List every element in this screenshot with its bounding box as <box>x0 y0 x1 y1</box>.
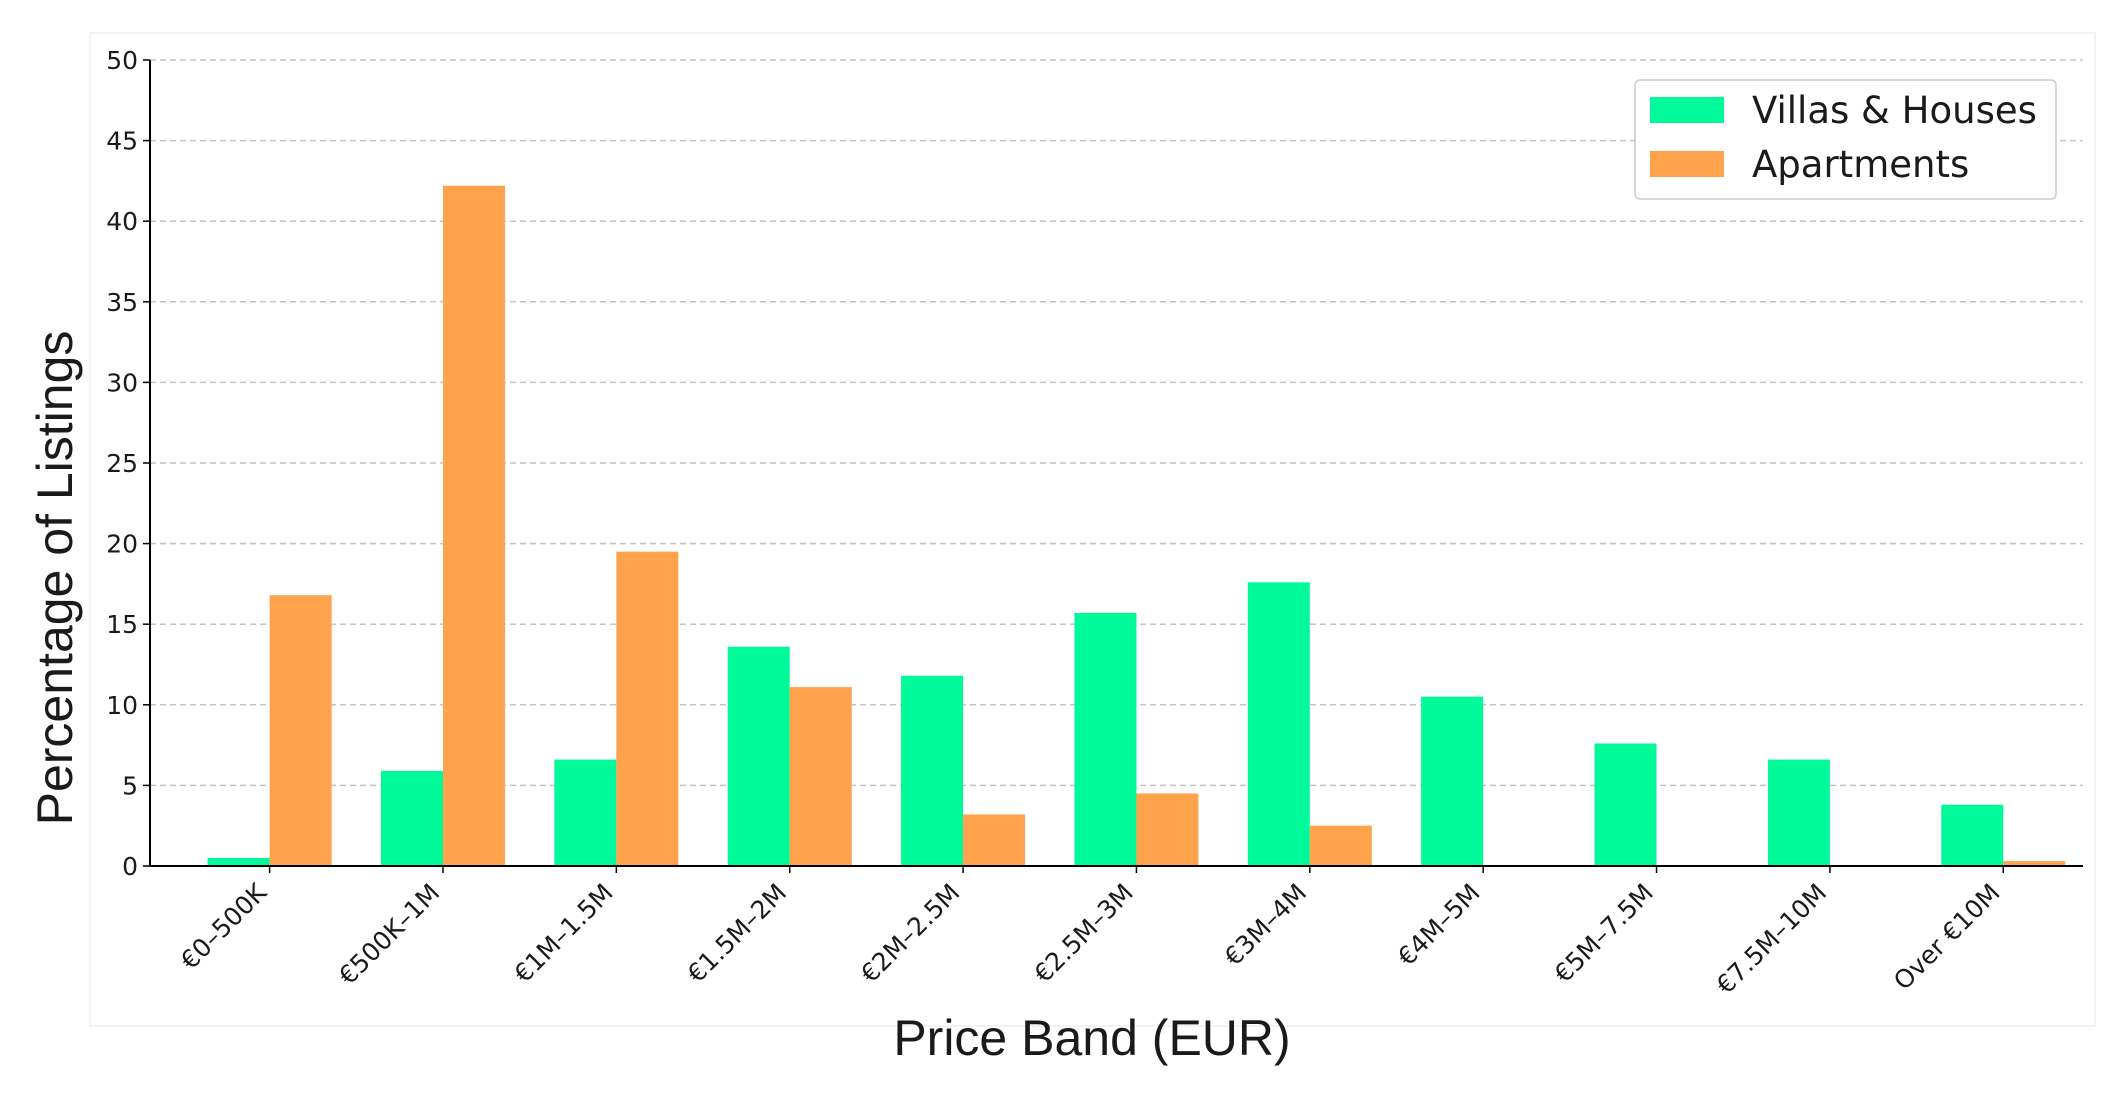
legend: Villas & Houses Apartments <box>1634 79 2057 200</box>
bar-apartments <box>963 814 1026 866</box>
bar-villas-houses <box>901 675 964 866</box>
bar-apartments <box>1136 793 1199 866</box>
bar-villas-houses <box>1594 743 1657 866</box>
y-axis-title: Percentage of Listings <box>27 331 83 826</box>
bar-villas-houses <box>727 646 790 866</box>
x-axis-title: Price Band (EUR) <box>893 1010 1290 1066</box>
legend-swatch <box>1650 151 1724 177</box>
y-tick-label: 10 <box>106 691 138 720</box>
bar-apartments <box>789 687 852 866</box>
y-tick-label: 30 <box>106 368 138 397</box>
bar-villas-houses <box>380 770 443 866</box>
bar-villas-houses <box>207 857 270 866</box>
bar-villas-houses <box>1421 696 1484 866</box>
legend-label: Villas & Houses <box>1752 89 2037 132</box>
bar-villas-houses <box>554 759 617 866</box>
y-tick-label: 45 <box>106 127 138 156</box>
bar-villas-houses <box>1247 582 1310 866</box>
bar-apartments <box>442 185 505 867</box>
bar-apartments <box>269 595 332 866</box>
bar-villas-houses <box>1074 612 1137 866</box>
y-tick-label: 40 <box>106 207 138 236</box>
bar-villas-houses <box>1767 759 1830 866</box>
legend-box <box>1634 79 2057 200</box>
legend-swatch <box>1650 97 1724 123</box>
bar-apartments <box>2003 861 2066 866</box>
y-tick-label: 5 <box>122 771 138 800</box>
y-tick-label: 15 <box>106 610 138 639</box>
y-tick-label: 20 <box>106 530 138 559</box>
y-tick-label: 25 <box>106 449 138 478</box>
bar-apartments <box>1309 825 1372 866</box>
bars <box>207 185 2066 867</box>
bar-apartments <box>616 551 679 866</box>
legend-label: Apartments <box>1752 143 1969 186</box>
bar-villas-houses <box>1941 804 2004 866</box>
y-tick-label: 0 <box>122 852 138 881</box>
y-tick-label: 50 <box>106 46 138 75</box>
y-tick-label: 35 <box>106 288 138 317</box>
y-axis-ticks: 0 5 10 15 20 25 30 35 40 45 50 <box>106 46 150 881</box>
